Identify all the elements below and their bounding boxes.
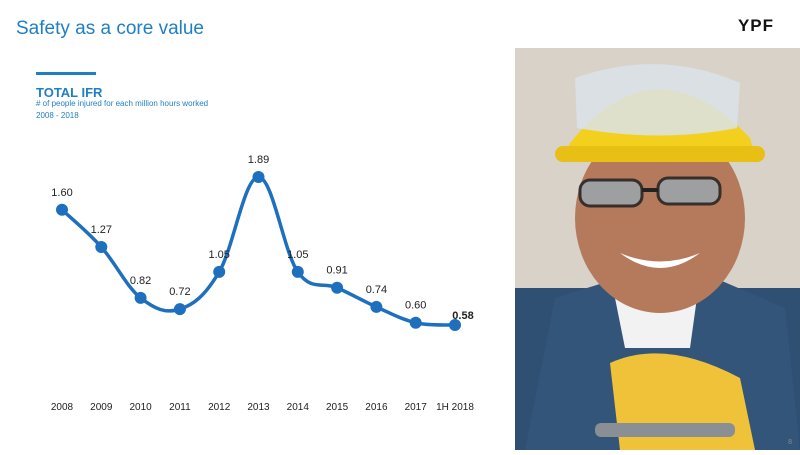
data-label: 1.05 [287, 249, 308, 261]
data-point [449, 319, 461, 331]
data-label: 1.27 [91, 224, 112, 236]
x-tick-label: 2013 [247, 402, 270, 413]
x-tick-label: 2008 [51, 402, 74, 413]
slide-title: Safety as a core value [16, 18, 204, 39]
data-point [213, 265, 226, 278]
page-number: 8 [788, 439, 792, 446]
x-tick-label: 2011 [169, 402, 191, 413]
data-point [56, 203, 68, 216]
data-label: 0.74 [366, 284, 387, 296]
data-point [291, 265, 304, 278]
data-label: 1.05 [208, 249, 229, 261]
x-tick-label: 1H 2018 [436, 402, 474, 413]
data-label: 0.72 [169, 286, 190, 298]
series-line [60, 175, 456, 327]
accent-rule [36, 72, 96, 75]
x-tick-label: 2016 [365, 402, 388, 413]
data-point [252, 171, 265, 183]
data-point [331, 281, 344, 294]
data-label: 1.60 [51, 187, 72, 199]
x-tick-label: 2009 [90, 402, 113, 413]
data-label: 0.91 [326, 265, 347, 277]
x-tick-label: 2012 [208, 402, 231, 413]
chart-period: 2008 - 2018 [36, 111, 79, 120]
data-point [409, 316, 422, 329]
ifr-line-chart: 1.60 2008 1.27 2009 0.82 2010 0.72 2011 1.05 2012… [51, 154, 474, 413]
data-point [95, 241, 108, 254]
x-tick-label: 2015 [326, 402, 349, 413]
data-point [173, 303, 186, 316]
ypf-logo: YPF [737, 16, 774, 35]
worker-illustration [515, 48, 800, 450]
x-tick-label: 2014 [287, 402, 310, 413]
data-label: 0.82 [130, 275, 151, 287]
chart-subtitle: # of people injured for each million hou… [36, 99, 209, 108]
data-point [370, 300, 383, 313]
x-tick-label: 2017 [405, 402, 428, 413]
x-tick-label: 2010 [129, 402, 152, 413]
data-label: 1.89 [248, 154, 269, 166]
data-point [134, 291, 147, 304]
chart-title: TOTAL IFR [36, 85, 103, 100]
worker-photo: 8 [515, 48, 800, 450]
data-label: 0.60 [405, 300, 426, 312]
data-label: 0.58 [452, 310, 473, 322]
